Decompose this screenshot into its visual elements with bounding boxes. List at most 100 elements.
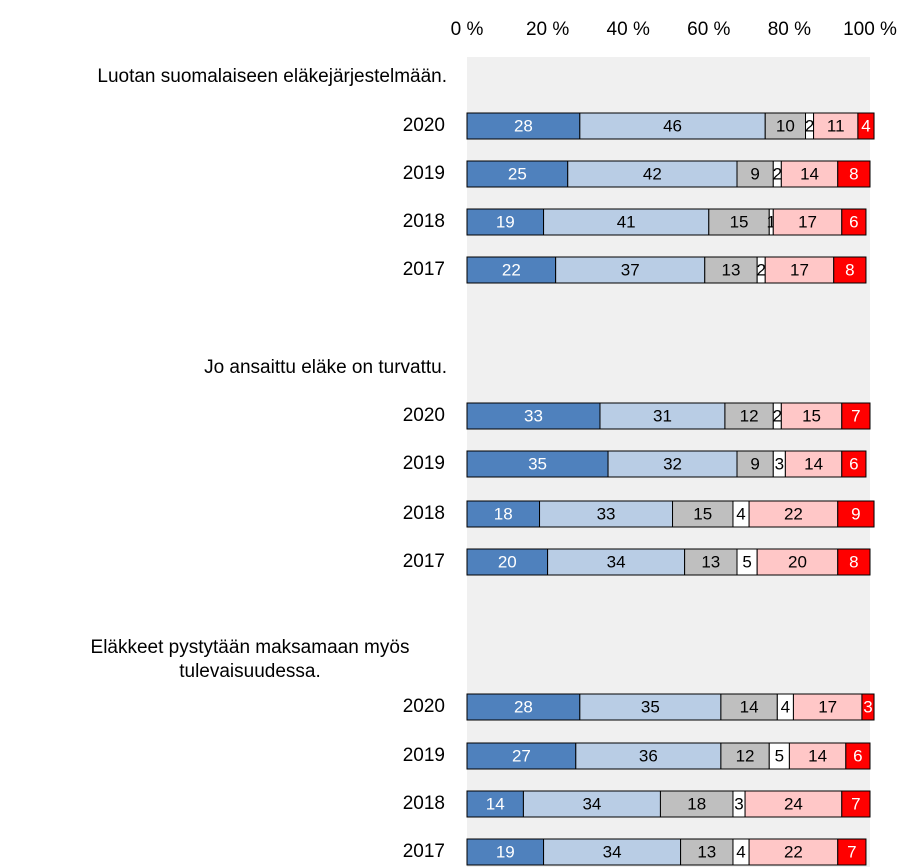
data-label: 13 [697,842,716,861]
data-label: 10 [776,116,795,135]
data-label: 2 [773,164,782,183]
bar-segment [724,402,774,430]
bar-segment [543,838,682,866]
x-tick-label: 80 % [768,19,811,40]
data-label: 34 [607,552,626,571]
bar-segment [567,160,738,188]
data-label: 13 [701,552,720,571]
data-label: 4 [736,504,745,523]
group-title: tulevaisuudessa. [179,661,321,682]
data-label: 14 [800,164,819,183]
bar-segment [736,160,774,188]
data-label: 28 [514,116,533,135]
data-label: 4 [861,116,870,135]
y-tick-label: 2017 [403,259,445,280]
data-label: 14 [740,697,759,716]
bar-segment [784,450,843,478]
data-label: 4 [736,842,745,861]
data-label: 8 [849,164,858,183]
x-tick-label: 0 % [451,19,484,40]
data-label: 9 [851,504,860,523]
bar-segment [748,838,839,866]
data-label: 7 [851,406,860,425]
data-label: 22 [502,260,521,279]
bar-segment [466,693,581,721]
data-label: 2 [805,116,814,135]
bar-segment [466,742,577,770]
data-label: 25 [508,164,527,183]
data-label: 2 [756,260,765,279]
data-label: 3 [775,454,784,473]
bar-segment [857,112,875,140]
bar-segment [837,160,871,188]
data-label: 9 [750,164,759,183]
data-label: 37 [621,260,640,279]
data-label: 42 [643,164,662,183]
data-label: 19 [496,842,515,861]
y-tick-label: 2018 [403,793,445,814]
bar-segment [780,160,839,188]
data-label: 22 [784,504,803,523]
y-tick-label: 2020 [403,696,445,717]
data-label: 15 [802,406,821,425]
bar-segment [672,500,734,528]
data-label: 17 [798,212,817,231]
data-label: 15 [730,212,749,231]
data-label: 46 [663,116,682,135]
data-label: 3 [863,697,872,716]
data-label: 8 [849,552,858,571]
data-label: 18 [494,504,513,523]
x-tick-label: 40 % [607,19,650,40]
bar-segment [841,450,867,478]
bar-segment [466,256,557,284]
bar-segment [607,450,738,478]
data-label: 31 [653,406,672,425]
bar-segment [764,112,807,140]
data-label: 35 [641,697,660,716]
data-label: 19 [496,212,515,231]
bar-segment [861,693,875,721]
bar-segment [708,208,770,236]
y-tick-label: 2019 [403,453,445,474]
data-label: 33 [597,504,616,523]
bar-segment [522,790,661,818]
data-label: 2 [773,406,782,425]
data-label: 13 [722,260,741,279]
data-label: 6 [849,454,858,473]
bar-segment [466,208,545,236]
y-tick-label: 2018 [403,503,445,524]
bar-segment [539,500,674,528]
group-title: Luotan suomalaiseen eläkejärjestelmään. [97,66,447,87]
bar-segment [466,838,545,866]
data-label: 15 [693,504,712,523]
bar-segment [841,402,871,430]
bar-segment [466,160,569,188]
data-label: 6 [853,746,862,765]
bar-segment [575,742,722,770]
bar-segment [841,790,871,818]
data-label: 7 [851,794,860,813]
bar-segment [841,208,867,236]
bar-segment [744,790,843,818]
y-tick-label: 2018 [403,211,445,232]
bar-segment [788,742,847,770]
bar-segment [466,790,524,818]
data-label: 4 [781,697,790,716]
bar-segment [837,500,875,528]
data-label: 28 [514,697,533,716]
data-label: 5 [775,746,784,765]
data-label: 36 [639,746,658,765]
data-label: 22 [784,842,803,861]
bar-segment [845,742,871,770]
data-label: 20 [788,552,807,571]
data-label: 1 [767,212,776,231]
y-tick-label: 2017 [403,551,445,572]
data-label: 14 [486,794,505,813]
bar-segment [466,402,601,430]
y-tick-label: 2019 [403,163,445,184]
data-label: 27 [512,746,531,765]
y-tick-label: 2019 [403,745,445,766]
data-label: 9 [750,454,759,473]
data-label: 18 [687,794,706,813]
